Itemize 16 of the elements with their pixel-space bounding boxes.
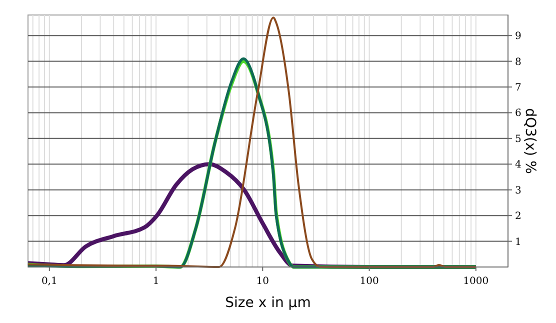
y-tick-label: 5 <box>515 134 522 145</box>
y-tick-label: 6 <box>515 108 522 120</box>
y-tick-label: 2 <box>515 211 522 222</box>
x-tick-label: 1000 <box>463 276 489 287</box>
x-tick-label: 1 <box>152 276 160 287</box>
y-tick-label: 8 <box>515 56 522 68</box>
x-tick-label: 100 <box>360 276 379 287</box>
y-tick-label: 9 <box>515 31 522 42</box>
y-tick-label: 3 <box>515 185 522 196</box>
y-axis-title: dQ3(x) % <box>522 108 538 174</box>
y-tick-label: 7 <box>515 82 522 94</box>
y-tick-label: 1 <box>515 236 522 248</box>
x-tick-label: 10 <box>256 276 270 287</box>
y-tick-label: 4 <box>515 160 522 171</box>
x-axis-title: Size x in µm <box>225 295 311 311</box>
x-tick-label: 0,1 <box>41 276 58 287</box>
